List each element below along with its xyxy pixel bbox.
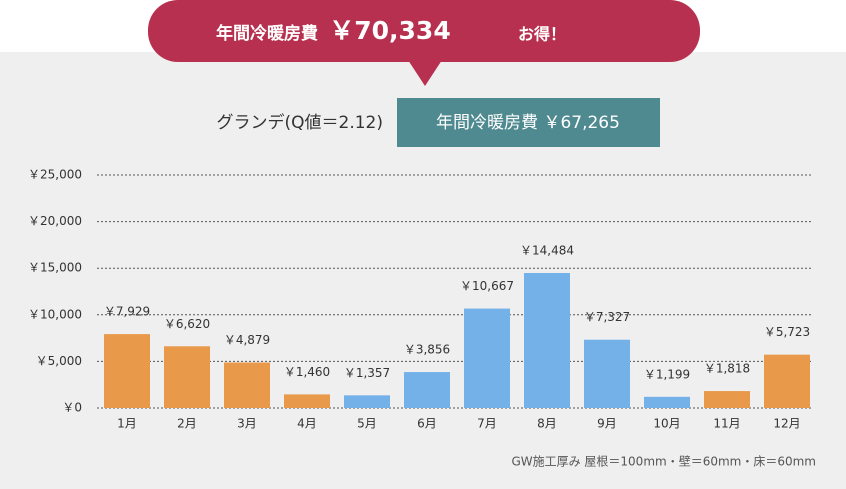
x-tick-label: 5月 (357, 417, 377, 431)
value-label: ￥7,327 (584, 310, 630, 324)
y-tick-label: ￥5,000 (36, 354, 82, 368)
bar (524, 273, 570, 408)
savings-suffix: お得！ (518, 25, 566, 44)
x-tick-label: 2月 (177, 417, 197, 431)
y-tick-label: ￥20,000 (28, 214, 82, 228)
x-tick-label: 10月 (653, 417, 680, 431)
x-tick-label: 3月 (237, 417, 257, 431)
x-tick-label: 1月 (117, 417, 137, 431)
bar (704, 391, 750, 408)
x-tick-label: 12月 (773, 417, 800, 431)
bar (644, 396, 690, 408)
bar (224, 362, 270, 408)
callout (148, 0, 700, 62)
x-tick-label: 7月 (477, 417, 497, 431)
value-label: ￥14,484 (520, 244, 574, 258)
value-label: ￥10,667 (460, 279, 514, 293)
savings-label: 年間冷暖房費 (216, 23, 318, 44)
value-label: ￥1,460 (284, 365, 330, 379)
value-label: ￥1,818 (704, 362, 750, 376)
annual-cost: 年間冷暖房費 ￥67,265 (436, 113, 620, 133)
callout-pointer (408, 60, 442, 86)
x-tick-label: 6月 (417, 417, 437, 431)
value-label: ￥4,879 (224, 333, 270, 347)
bar (584, 339, 630, 408)
value-label: ￥1,357 (344, 366, 390, 380)
y-tick-label: ￥25,000 (28, 168, 82, 182)
bar (764, 354, 810, 408)
savings-amount: ￥70,334 (329, 16, 450, 45)
bar (404, 372, 450, 408)
value-label: ￥7,929 (104, 305, 150, 319)
value-label: ￥3,856 (404, 343, 450, 357)
x-tick-label: 9月 (597, 417, 617, 431)
x-tick-label: 4月 (297, 417, 317, 431)
bar (104, 334, 150, 408)
model-label: グランデ(Q値＝2.12) (217, 112, 384, 133)
note: GW施工厚み 屋根＝100mm・壁＝60mm・床＝60mm (511, 454, 816, 469)
bar (284, 394, 330, 408)
x-tick-label: 8月 (537, 417, 557, 431)
bar (464, 308, 510, 408)
value-label: ￥6,620 (164, 317, 210, 331)
bar (164, 346, 210, 408)
y-tick-label: ￥0 (62, 401, 82, 415)
x-tick-label: 11月 (713, 417, 740, 431)
y-tick-label: ￥15,000 (28, 261, 82, 275)
value-label: ￥5,723 (764, 325, 810, 339)
y-tick-label: ￥10,000 (28, 307, 82, 321)
bar (344, 395, 390, 408)
value-label: ￥1,199 (644, 367, 690, 381)
cost-box (397, 98, 660, 147)
